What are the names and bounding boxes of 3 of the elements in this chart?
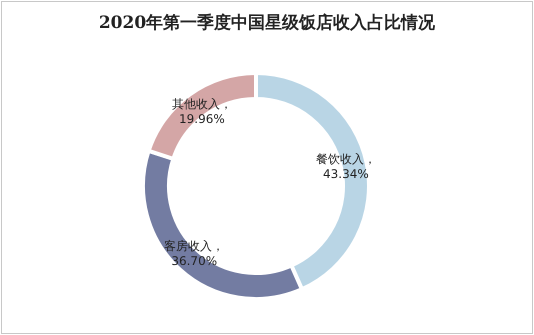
slice-label: 餐饮收入，43.34% bbox=[314, 152, 377, 182]
slice-label: 其他收入，19.96% bbox=[170, 96, 233, 126]
chart-title: 2020年第一季度中国星级饭店收入占比情况 bbox=[98, 13, 436, 33]
